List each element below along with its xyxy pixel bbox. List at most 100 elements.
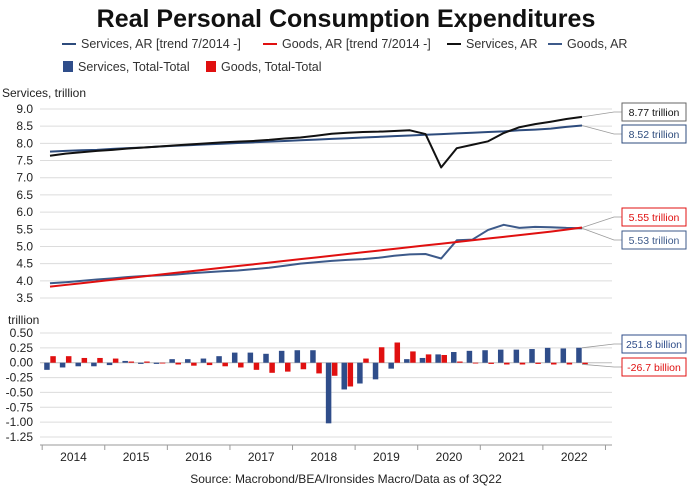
services-bar [513,349,520,363]
goods-bar [316,362,322,374]
callout-box [621,230,687,250]
services-bar [263,353,269,363]
legend-item: Goods, AR [trend 7/2014 -] [263,37,431,51]
x-tick-label: 2014 [60,450,87,464]
goods-bar [394,342,401,363]
services-bar [216,356,222,363]
legend-item: Services, AR [447,37,538,51]
bottom-panel-ylabel: trillion [8,313,39,327]
goods-bar [488,362,494,364]
services-bar [278,350,285,363]
services-bar [153,362,160,364]
callout-box [621,207,687,227]
services-bar [388,362,394,369]
legend-label: Goods, AR [567,37,627,51]
y-tick-label: 8.0 [16,136,33,150]
callout-label: 5.53 trillion [629,235,680,247]
x-tick-label: 2017 [248,450,275,464]
services-bar [247,352,254,363]
callout-box [621,357,687,377]
x-tick-label: 2019 [373,450,400,464]
legend-label: Services, Total-Total [78,60,190,74]
x-tick-label: 2022 [561,450,588,464]
value-callout: -26.7 billion [581,357,687,377]
goods-bar [300,362,307,370]
x-tick-label: 2016 [185,450,212,464]
legend-item: Services, Total-Total [63,60,190,74]
legend: Services, AR [trend 7/2014 -] Goods, AR [… [62,37,627,74]
goods-bar [65,356,72,363]
value-callout: 8.52 trillion [581,124,687,144]
y-tick-label: 7.5 [16,154,33,168]
callout-leader [581,216,622,228]
callout-leader [581,343,622,349]
goods-bar [81,357,88,363]
y-tick-label: 8.5 [16,119,33,133]
y-tick-label: -0.50 [6,385,34,399]
goods-bar [378,347,385,363]
legend-item: Goods, Total-Total [206,60,322,74]
value-callouts: 8.77 trillion 8.52 trillion 5.55 trillion 5… [581,102,687,377]
goods-line [49,223,583,285]
services-bar [576,347,582,363]
source-note: Source: Macrobond/BEA/Ironsides Macro/Da… [190,472,502,486]
x-tick-label: 2021 [498,450,525,464]
callout-label: 251.8 billion [626,339,682,351]
line-series [49,115,583,288]
callout-leader [581,363,622,368]
goods-bar [144,361,150,363]
services-bar [357,362,363,384]
y-tick-label: -1.00 [6,415,34,429]
callout-label: 8.52 trillion [629,129,680,141]
goods-bar [347,362,354,387]
services-bar [482,350,488,363]
callout-label: -26.7 billion [627,362,681,374]
legend-bar-swatch [206,61,216,72]
legend-label: Goods, AR [trend 7/2014 -] [282,37,431,51]
goods-bar [551,362,557,365]
services-bar [404,359,410,363]
services-bar [106,362,113,366]
services-bar [372,362,379,380]
services-bar [138,362,144,364]
goods-trend-line [49,226,583,288]
bottom-panel-grid: 0.500.250.00-0.25-0.50-0.75-1.00-1.25 [6,326,612,444]
goods-bar [457,361,463,363]
y-tick-label: 0.25 [10,341,34,355]
goods-bar [159,362,166,364]
legend-label: Services, AR [trend 7/2014 -] [81,37,241,51]
y-tick-label: 0.50 [10,326,34,340]
goods-bar [253,362,260,370]
callout-box [621,102,687,122]
services-bar [185,359,191,363]
services-bar [529,349,535,363]
services-bar [200,358,207,363]
goods-bar [112,358,119,363]
bar-series [44,342,588,424]
y-tick-label: 6.5 [16,188,33,202]
goods-bar [566,362,573,365]
services-bar [169,359,175,363]
goods-bar [269,362,275,373]
callout-leader [581,111,622,118]
y-tick-label: 4.0 [16,274,33,288]
x-tick-label: 2018 [310,450,337,464]
services-bar [91,362,97,367]
top-panel-ylabel: Services, trillion [2,86,86,100]
services-bar [466,350,473,363]
services-bar [341,362,347,390]
y-tick-label: 0.00 [10,356,34,370]
x-axis: 2014 2015 2016 2017 2018 2019 2020 2021 2022 [40,444,612,464]
value-callout: 5.53 trillion [581,227,687,250]
y-tick-label: 5.0 [16,239,33,253]
value-callout: 251.8 billion [581,334,687,354]
goods-bar [425,354,432,363]
legend-label: Goods, Total-Total [221,60,322,74]
services-bar [419,357,426,363]
goods-bar [519,362,526,365]
y-tick-label: -1.25 [6,430,34,444]
y-tick-label: 5.5 [16,222,33,236]
legend-bar-swatch [63,61,73,72]
x-tick-label: 2015 [123,450,150,464]
